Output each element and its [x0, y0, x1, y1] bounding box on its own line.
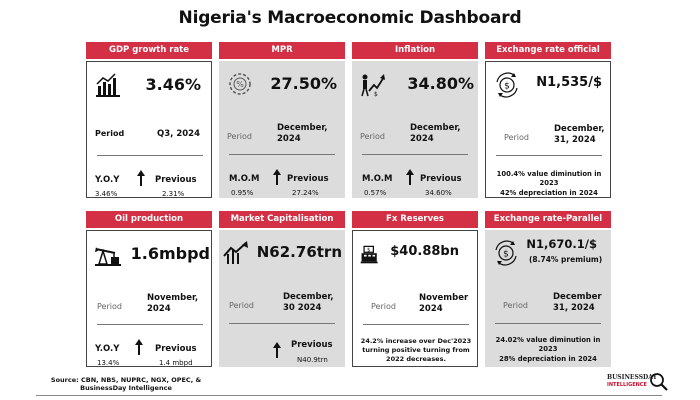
mom-label: M.O.M	[362, 174, 393, 184]
card-header: Fx Reserves	[352, 211, 478, 228]
yoy-label: Y.O.Y	[95, 344, 120, 354]
previous-value: N40.9trn	[297, 356, 328, 364]
period-value: Q3, 2024	[157, 129, 200, 139]
depreciation-note: 28% depreciation in 2024	[499, 355, 597, 363]
period-label: Period	[229, 301, 254, 310]
previous-value: 1.4 mbpd	[159, 359, 193, 367]
card-header: Inflation	[352, 42, 478, 59]
cash-register-icon: $	[360, 245, 378, 264]
fx-reserves-value: $40.88bn	[390, 244, 459, 259]
previous-value: 27.24%	[292, 189, 319, 197]
card-header: Oil production	[86, 211, 212, 228]
inflation-card: Inflation $ 34.80% Period December, 2024…	[352, 42, 478, 198]
gdp-value: 3.46%	[145, 75, 201, 94]
bar-chart-icon	[96, 73, 120, 97]
exchange-rate-parallel-card: Exchange rate-Parallel $ N1,670.1/$ (8.7…	[485, 211, 611, 367]
footer-divider	[36, 395, 662, 396]
diminution-note: 24.02% value diminution in 2023	[495, 336, 601, 353]
yoy-value: 13.4%	[97, 359, 120, 367]
period-value: December, 31, 2024	[554, 124, 605, 145]
businessday-logo: BUSINESSDAY INTELLIGENCE	[605, 373, 668, 394]
currency-exchange-icon: $	[496, 72, 518, 98]
oil-pump-icon	[95, 247, 121, 266]
previous-label: Previous	[420, 174, 462, 184]
mom-value: 0.57%	[364, 189, 387, 197]
depreciation-note: 42% depreciation in 2024	[500, 189, 598, 197]
card-header: Exchange rate official	[485, 42, 611, 59]
inflation-value: 34.80%	[407, 74, 474, 93]
period-label: Period	[360, 132, 385, 141]
period-label: Period	[97, 302, 122, 311]
logo-line-2: INTELLIGENCE	[607, 382, 647, 388]
stock-trend-icon	[223, 241, 248, 264]
card-header: Market Capitalisation	[219, 211, 345, 228]
up-arrow-icon	[273, 169, 281, 185]
previous-label: Previous	[291, 340, 333, 350]
rising-prices-icon: $	[361, 74, 385, 97]
svg-text:$: $	[374, 91, 378, 97]
mom-label: M.O.M	[229, 174, 260, 184]
period-value: December 31, 2024	[553, 292, 602, 313]
svg-text:$: $	[503, 250, 509, 260]
up-arrow-icon	[137, 170, 145, 186]
diminution-note: 100.4% value diminution in 2023	[496, 170, 602, 187]
up-arrow-icon	[273, 342, 281, 358]
magnifier-icon	[650, 373, 668, 391]
exchange-rate-official-card: Exchange rate official $ N1,535/$ Period…	[485, 42, 611, 198]
period-value: December, 30 2024	[283, 292, 334, 313]
period-value: November, 2024	[147, 293, 199, 314]
period-value: December, 2024	[277, 123, 328, 144]
market-cap-value: N62.76trn	[256, 243, 342, 261]
svg-text:$: $	[367, 247, 370, 253]
reserves-note: 24.2% increase over Dec'2023 turning pos…	[360, 337, 472, 363]
previous-label: Previous	[155, 175, 197, 185]
parallel-rate-value: N1,670.1/$	[526, 237, 597, 251]
gdp-card: GDP growth rate 3.46% Period Q3, 2024 Y.…	[86, 42, 212, 198]
source-note: Source: CBN, NBS, NUPRC, NGX, OPEC, & Bu…	[50, 376, 202, 392]
premium-value: (8.74% premium)	[529, 255, 603, 264]
up-arrow-icon	[135, 339, 143, 355]
period-label: Period	[371, 302, 396, 311]
mpr-value: 27.50%	[270, 74, 337, 93]
period-value: December, 2024	[410, 123, 461, 144]
percent-gear-icon: %	[229, 73, 251, 95]
svg-text:%: %	[236, 80, 244, 89]
fx-reserves-card: Fx Reserves $ $40.88bn Period November 2…	[352, 211, 478, 367]
currency-exchange-icon: $	[495, 240, 517, 266]
exchange-rate-value: N1,535/$	[536, 75, 602, 90]
yoy-label: Y.O.Y	[95, 175, 120, 185]
previous-label: Previous	[155, 344, 197, 354]
period-label: Period	[503, 301, 528, 310]
svg-text:$: $	[504, 82, 510, 92]
card-header: GDP growth rate	[86, 42, 212, 59]
card-header: MPR	[219, 42, 345, 59]
oil-production-value: 1.6mbpd	[130, 244, 210, 263]
previous-label: Previous	[287, 174, 329, 184]
period-label: Period	[504, 133, 529, 142]
up-arrow-icon	[406, 169, 414, 185]
logo-line-1: BUSINESSDAY	[607, 374, 657, 381]
card-header: Exchange rate-Parallel	[485, 211, 611, 228]
page-title: Nigeria's Macroeconomic Dashboard	[178, 8, 522, 28]
previous-value: 34.60%	[425, 189, 452, 197]
oil-production-card: Oil production 1.6mbpd Period November, …	[86, 211, 212, 367]
previous-value: 2.31%	[162, 190, 185, 198]
period-value: November 2024	[419, 293, 469, 314]
mom-value: 0.95%	[231, 189, 254, 197]
period-label: Period	[227, 132, 252, 141]
period-label: Period	[95, 129, 125, 138]
market-capitalisation-card: Market Capitalisation N62.76trn Period D…	[219, 211, 345, 367]
mpr-card: MPR % 27.50% Period December, 2024 M.O.M…	[219, 42, 345, 198]
yoy-value: 3.46%	[95, 190, 118, 198]
